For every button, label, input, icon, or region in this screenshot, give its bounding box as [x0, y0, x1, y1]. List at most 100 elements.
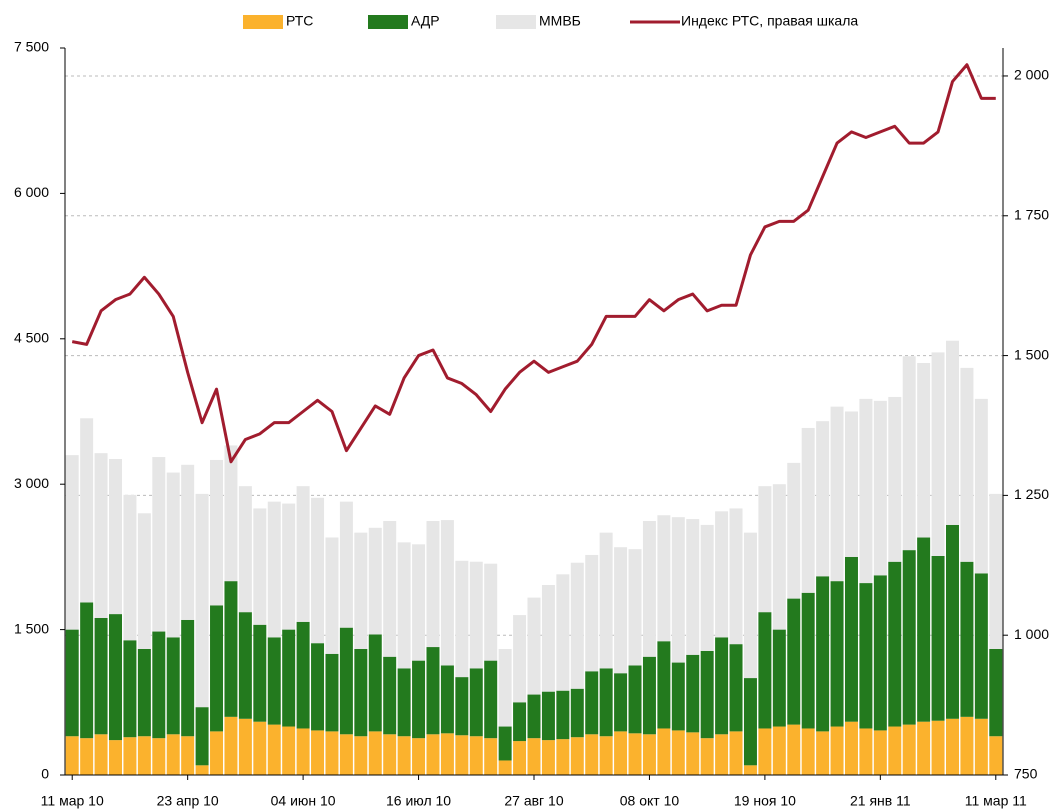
bar-segment — [166, 637, 180, 735]
bar-segment — [945, 524, 959, 719]
bar-segment — [513, 702, 527, 742]
x-tick-label: 16 июл 10 — [386, 793, 451, 809]
x-tick-label: 21 янв 11 — [850, 793, 911, 809]
bar-segment — [729, 731, 743, 775]
bar-segment — [311, 497, 325, 644]
bar-segment — [94, 734, 108, 775]
bar-segment — [758, 612, 772, 729]
bar-segment — [960, 367, 974, 562]
y2-tick-label: 1 500 — [1014, 346, 1049, 362]
bar-segment — [65, 736, 79, 775]
bar-segment — [224, 445, 238, 582]
bar-segment — [671, 730, 685, 775]
bar-segment — [152, 457, 166, 632]
bar-segment — [570, 688, 584, 738]
bar-segment — [253, 624, 267, 722]
bar-segment — [628, 665, 642, 734]
bar-segment — [325, 731, 339, 775]
bar-segment — [772, 726, 786, 775]
bar-segment — [210, 731, 224, 775]
bar-segment — [440, 520, 454, 666]
y2-tick-label: 2 000 — [1014, 67, 1049, 83]
bar-segment — [715, 511, 729, 638]
y-tick-label: 4 500 — [14, 330, 49, 346]
bar-segment — [397, 668, 411, 737]
bar-segment — [238, 612, 252, 719]
bar-segment — [599, 668, 613, 737]
bar-segment — [989, 736, 1003, 775]
bar-segment — [181, 464, 195, 620]
bar-segment — [888, 726, 902, 775]
legend-swatch — [368, 15, 408, 29]
bar-segment — [238, 486, 252, 613]
y-tick-label: 6 000 — [14, 184, 49, 200]
bar-segment — [556, 739, 570, 775]
bar-segment — [989, 648, 1003, 737]
bar-segment — [412, 544, 426, 661]
bar-segment — [873, 400, 887, 576]
bar-segment — [974, 573, 988, 719]
bar-segment — [974, 398, 988, 574]
y-tick-label: 0 — [41, 766, 49, 782]
bar-segment — [455, 677, 469, 736]
bar-segment — [339, 501, 353, 628]
bar-segment — [282, 503, 296, 630]
bar-segment — [628, 549, 642, 666]
bar-segment — [513, 741, 527, 775]
bar-segment — [469, 668, 483, 737]
bar-segment — [642, 734, 656, 775]
bar-segment — [484, 738, 498, 775]
bar-segment — [339, 627, 353, 735]
bar-segment — [137, 648, 151, 737]
bar-segment — [945, 340, 959, 525]
bar-segment — [960, 716, 974, 775]
bar-segment — [844, 411, 858, 557]
bar-segment — [109, 458, 123, 615]
bar-segment — [816, 421, 830, 577]
legend-swatch — [243, 15, 283, 29]
x-tick-label: 19 ноя 10 — [734, 793, 796, 809]
bar-segment — [527, 597, 541, 695]
bar-segment — [296, 486, 310, 622]
bar-segment — [686, 519, 700, 655]
x-tick-label: 08 окт 10 — [620, 793, 680, 809]
bar-segment — [94, 453, 108, 618]
bar-segment — [368, 527, 382, 635]
bar-segment — [412, 738, 426, 775]
bar-segment — [830, 406, 844, 582]
bar-segment — [556, 690, 570, 740]
bar-segment — [368, 731, 382, 775]
bar-segment — [787, 598, 801, 725]
bar-segment — [224, 581, 238, 717]
bar-segment — [541, 585, 555, 692]
x-tick-label: 23 апр 10 — [157, 793, 219, 809]
bar-segment — [65, 455, 79, 630]
bar-segment — [888, 561, 902, 727]
bar-segment — [614, 731, 628, 775]
bar-segment — [758, 728, 772, 775]
bar-segment — [195, 493, 209, 708]
bar-segment — [570, 562, 584, 689]
bar-segment — [469, 736, 483, 775]
x-tick-label: 11 мар 11 — [965, 793, 1027, 809]
bar-segment — [484, 563, 498, 661]
bar-segment — [873, 730, 887, 775]
bar-segment — [758, 486, 772, 613]
bar-segment — [931, 555, 945, 721]
bar-segment — [412, 660, 426, 739]
bar-segment — [715, 637, 729, 735]
bar-segment — [729, 508, 743, 645]
bar-segment — [152, 631, 166, 739]
bar-segment — [469, 561, 483, 669]
index-line — [71, 63, 996, 464]
bar-segment — [917, 721, 931, 775]
bar-segment — [80, 418, 94, 603]
bar-segment — [989, 493, 1003, 649]
legend-label: АДР — [411, 13, 440, 29]
bar-segment — [700, 524, 714, 651]
bar-segment — [859, 728, 873, 775]
bar-segment — [195, 707, 209, 766]
bar-segment — [181, 736, 195, 775]
bar-segment — [426, 521, 440, 648]
